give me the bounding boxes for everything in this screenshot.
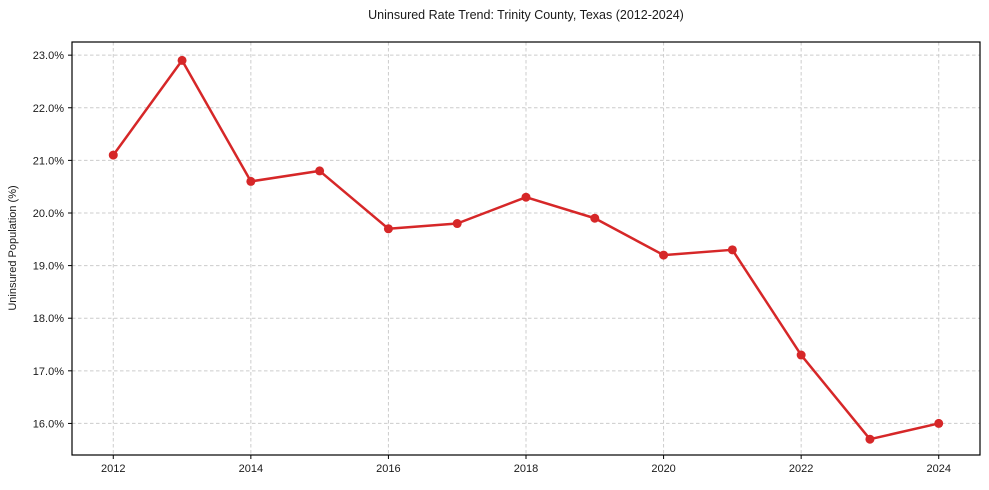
data-point-2019 <box>590 213 600 223</box>
y-tick-label: 22.0% <box>33 103 64 115</box>
x-tick-label: 2018 <box>514 463 538 475</box>
x-tick-label: 2012 <box>101 463 125 475</box>
y-tick-label: 19.0% <box>33 261 64 273</box>
data-point-2013 <box>177 55 187 65</box>
x-tick-label: 2016 <box>376 463 400 475</box>
y-tick-label: 16.0% <box>33 418 64 430</box>
y-tick-label: 20.0% <box>33 208 64 220</box>
data-point-2016 <box>383 224 393 234</box>
x-tick-label: 2022 <box>789 463 813 475</box>
y-tick-label: 23.0% <box>33 50 64 62</box>
data-point-2021 <box>727 245 737 255</box>
data-point-2024 <box>934 418 944 428</box>
y-tick-label: 18.0% <box>33 313 64 325</box>
data-point-2015 <box>315 166 325 176</box>
data-point-2022 <box>796 350 806 360</box>
data-point-2023 <box>865 434 875 444</box>
y-tick-label: 21.0% <box>33 155 64 167</box>
data-point-2014 <box>246 176 256 186</box>
x-tick-label: 2014 <box>239 463 263 475</box>
data-point-2018 <box>521 192 531 202</box>
plot-border <box>71 41 981 456</box>
x-tick-label: 2024 <box>926 463 950 475</box>
data-point-2017 <box>452 219 462 229</box>
chart-title: Uninsured Rate Trend: Trinity County, Te… <box>368 8 684 22</box>
data-point-2012 <box>108 150 118 160</box>
y-tick-label: 17.0% <box>33 366 64 378</box>
x-tick-label: 2020 <box>651 463 675 475</box>
data-point-2020 <box>659 250 669 260</box>
